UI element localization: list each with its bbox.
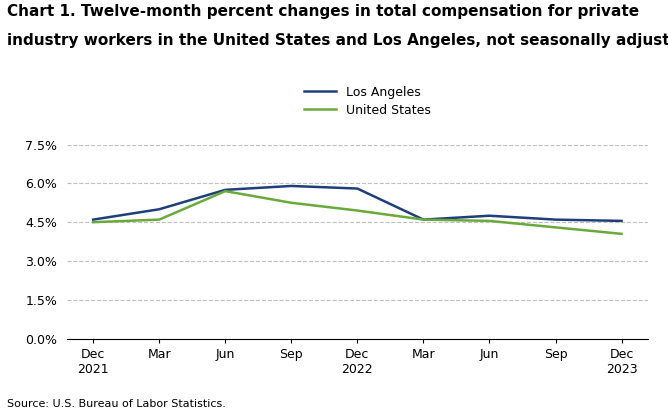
Text: Chart 1. Twelve-month percent changes in total compensation for private: Chart 1. Twelve-month percent changes in… (7, 4, 639, 19)
Text: industry workers in the United States and Los Angeles, not seasonally adjusted: industry workers in the United States an… (7, 33, 668, 48)
Text: Source: U.S. Bureau of Labor Statistics.: Source: U.S. Bureau of Labor Statistics. (7, 399, 226, 409)
Legend: Los Angeles, United States: Los Angeles, United States (299, 81, 436, 121)
